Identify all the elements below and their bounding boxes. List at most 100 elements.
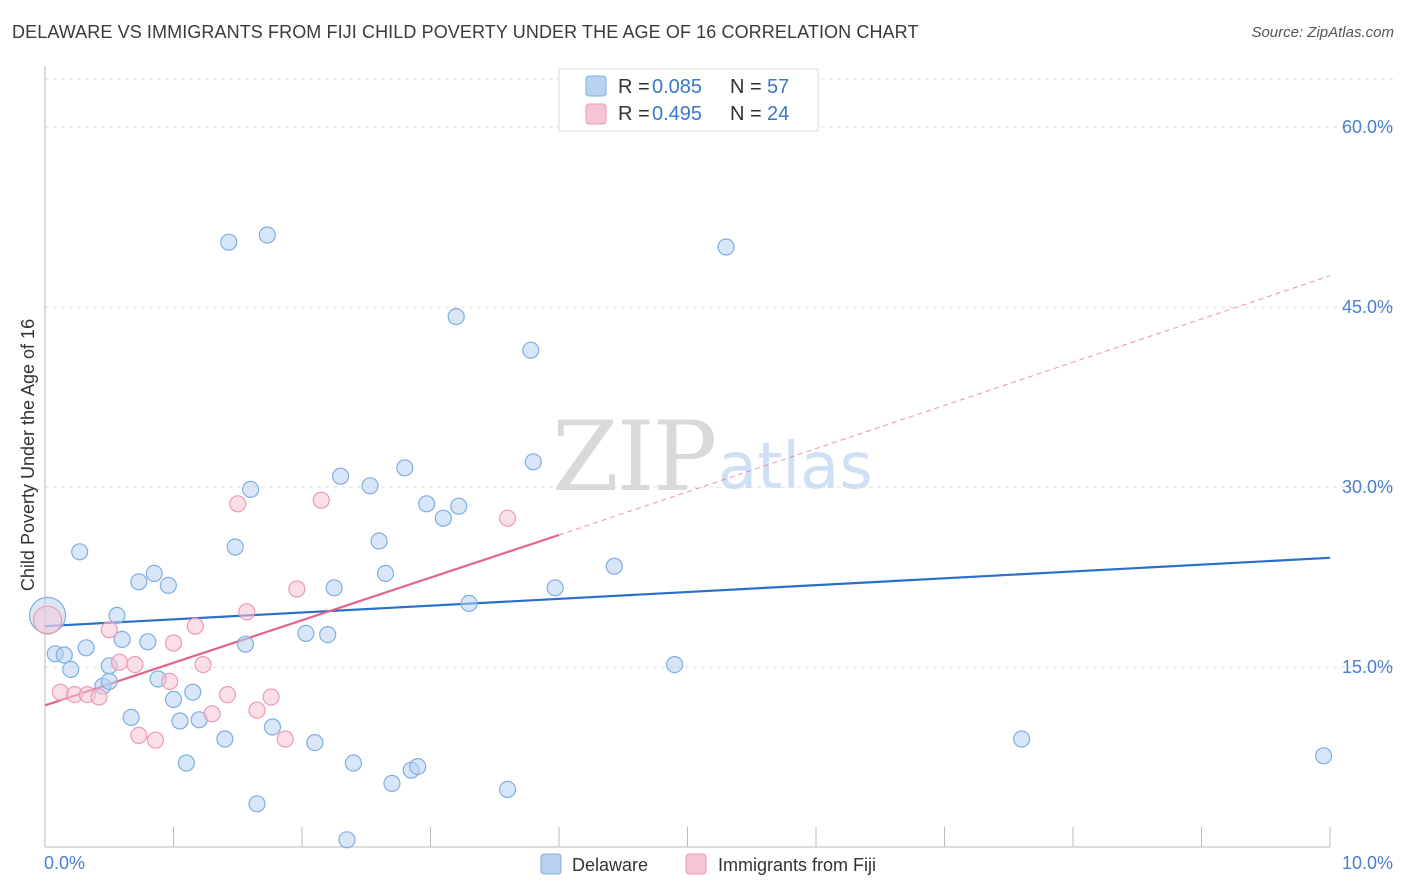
point-delaware <box>71 543 89 561</box>
point-fiji <box>288 580 306 598</box>
point-delaware <box>226 538 244 556</box>
point-delaware <box>62 660 80 679</box>
legend-n-label-1: N = <box>730 76 762 98</box>
trend-line-fiji-extended <box>558 275 1331 536</box>
point-delaware <box>263 718 282 736</box>
legend-r-label-2: R = <box>618 103 650 125</box>
tick-labels: 15.0% 30.0% 45.0% 60.0% 0.0% 10.0% <box>44 117 1393 873</box>
legend-n-value-1: 57 <box>767 76 789 98</box>
point-delaware <box>1012 730 1031 748</box>
point-fiji <box>164 634 183 652</box>
point-delaware <box>216 730 234 748</box>
legend-r-label-1: R = <box>618 76 650 98</box>
x-tick-label: 0.0% <box>44 853 85 873</box>
point-delaware <box>499 780 517 799</box>
bottom-legend-swatch-fiji <box>685 853 707 875</box>
point-delaware <box>258 226 276 244</box>
point-delaware <box>319 625 337 644</box>
point-delaware <box>248 795 266 813</box>
legend-r-value-2: 0.495 <box>652 103 702 125</box>
point-delaware <box>306 733 324 752</box>
point-delaware <box>171 712 189 730</box>
point-delaware <box>297 624 315 643</box>
y-tick-label: 45.0% <box>1342 297 1393 317</box>
point-delaware <box>113 630 131 649</box>
point-delaware <box>666 655 684 674</box>
point-delaware <box>524 453 542 471</box>
point-delaware <box>164 690 183 709</box>
bottom-legend-swatch-delaware <box>540 853 562 875</box>
grid-lines <box>45 78 1395 668</box>
source-label: Source: ZipAtlas.com <box>1251 24 1394 41</box>
point-delaware <box>236 635 255 653</box>
point-delaware <box>396 459 414 477</box>
legend-r-value-1: 0.085 <box>652 76 702 98</box>
point-fiji <box>238 603 256 621</box>
legend-swatch-delaware <box>585 75 607 97</box>
point-fiji <box>203 705 221 723</box>
point-delaware <box>77 639 95 657</box>
point-delaware <box>460 594 478 613</box>
point-delaware <box>122 708 140 727</box>
trend-line-fiji <box>44 533 560 707</box>
point-delaware <box>338 831 356 849</box>
point-delaware <box>325 579 343 597</box>
point-fiji <box>499 509 517 527</box>
point-delaware <box>220 233 238 251</box>
point-delaware <box>376 564 395 583</box>
watermark-zip: ZIP <box>552 401 715 513</box>
point-fiji <box>100 621 118 639</box>
point-delaware <box>522 341 540 359</box>
watermark-atlas: atlas <box>718 430 873 504</box>
point-delaware <box>130 573 148 591</box>
legend-swatch-fiji <box>585 103 607 125</box>
bottom-legend-label-delaware: Delaware <box>572 855 648 875</box>
point-fiji <box>229 495 247 513</box>
point-delaware <box>55 646 73 664</box>
point-fiji <box>312 491 330 509</box>
watermark: ZIP atlas <box>552 401 873 513</box>
point-delaware <box>100 672 118 691</box>
point-delaware <box>139 633 157 651</box>
point-fiji <box>32 605 63 635</box>
point-fiji <box>262 688 280 706</box>
point-delaware <box>331 467 350 485</box>
point-delaware <box>450 497 468 515</box>
point-delaware <box>447 308 465 326</box>
point-fiji <box>146 731 165 749</box>
chart-title: DELAWARE VS IMMIGRANTS FROM FIJI CHILD P… <box>12 22 919 42</box>
trend-lines <box>44 275 1331 707</box>
point-fiji <box>194 655 212 674</box>
point-delaware <box>546 579 564 597</box>
point-delaware <box>434 509 452 527</box>
point-delaware <box>370 532 388 550</box>
point-delaware <box>717 238 735 256</box>
point-delaware <box>177 754 195 772</box>
trend-line-delaware <box>44 556 1331 628</box>
point-delaware <box>1314 747 1333 765</box>
y-tick-label: 60.0% <box>1342 117 1393 137</box>
point-delaware <box>145 564 163 583</box>
legend-n-value-2: 24 <box>767 103 789 125</box>
point-delaware <box>108 606 126 625</box>
y-tick-label: 15.0% <box>1342 657 1393 677</box>
legend: R = 0.085 N = 57 R = 0.495 N = 24 <box>558 68 819 132</box>
point-fiji <box>51 683 70 701</box>
point-fiji <box>130 726 148 745</box>
point-delaware <box>242 480 260 498</box>
y-axis-label: Child Poverty Under the Age of 16 <box>18 319 38 591</box>
point-delaware <box>361 477 379 495</box>
legend-n-label-2: N = <box>730 103 762 125</box>
point-delaware <box>418 495 436 513</box>
x-tick-label: 10.0% <box>1342 853 1393 873</box>
point-fiji <box>186 617 204 635</box>
point-delaware <box>159 576 177 595</box>
point-fiji <box>218 685 237 704</box>
bottom-legend-label-fiji: Immigrants from Fiji <box>718 855 876 875</box>
point-fiji <box>126 655 144 674</box>
point-delaware <box>409 757 427 776</box>
point-fiji <box>90 688 108 706</box>
point-delaware <box>605 557 623 575</box>
